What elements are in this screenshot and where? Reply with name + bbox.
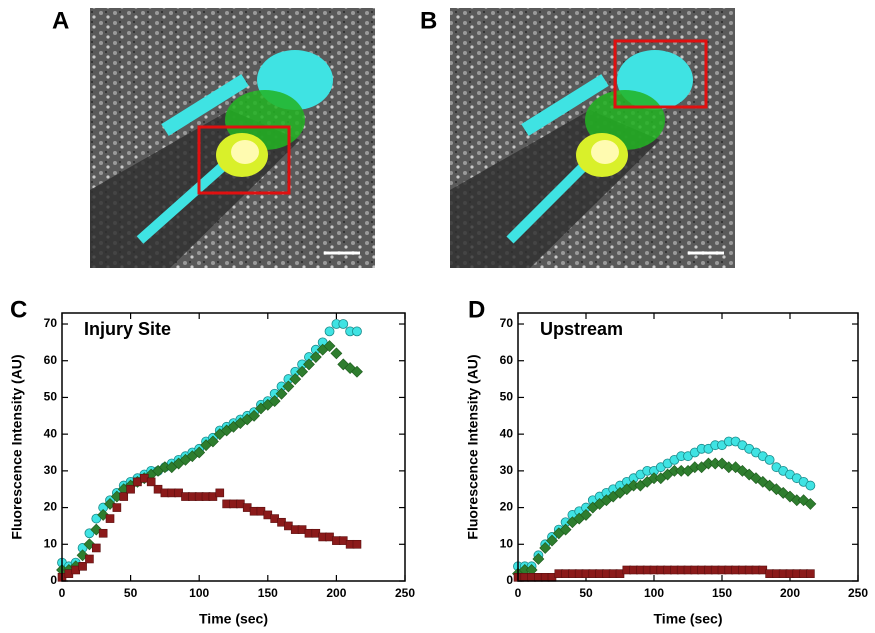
x-tick-label: 250 <box>848 586 868 600</box>
point <box>92 543 101 553</box>
annotation: Upstream <box>540 319 623 339</box>
point <box>215 488 225 498</box>
point <box>275 387 288 400</box>
panel-label: B <box>420 7 437 34</box>
point <box>112 503 122 512</box>
point <box>716 457 728 470</box>
point <box>580 508 592 521</box>
plot-frame <box>517 312 859 582</box>
y-tick-label: 0 <box>50 573 57 587</box>
image-b <box>450 8 735 268</box>
point <box>806 569 815 578</box>
point <box>351 365 363 378</box>
x-tick-label: 150 <box>712 586 732 600</box>
point <box>296 365 309 378</box>
point <box>352 539 362 549</box>
x-tick-label: 0 <box>515 586 522 600</box>
x-axis-label: Time (sec) <box>199 611 268 627</box>
point <box>756 475 769 488</box>
point <box>289 373 302 386</box>
point <box>324 326 335 337</box>
point <box>330 347 343 360</box>
point <box>84 528 95 539</box>
point <box>539 542 552 554</box>
point <box>85 554 94 564</box>
point <box>91 513 102 524</box>
y-tick-label: 60 <box>500 353 514 367</box>
point <box>546 534 558 547</box>
point <box>764 454 775 465</box>
point <box>797 494 810 507</box>
plot-frame <box>61 312 406 582</box>
image-a <box>90 8 375 268</box>
point <box>763 479 776 492</box>
point <box>352 326 362 337</box>
x-axis-label: Time (sec) <box>654 611 723 627</box>
x-tick-label: 200 <box>326 586 346 600</box>
y-tick-label: 50 <box>500 390 514 404</box>
point <box>126 484 135 494</box>
point <box>206 435 219 448</box>
x-tick-label: 250 <box>395 586 415 600</box>
y-tick-label: 40 <box>500 426 514 440</box>
x-tick-label: 0 <box>59 586 66 600</box>
x-tick-label: 150 <box>258 586 278 600</box>
annotation: Injury Site <box>84 319 171 339</box>
y-tick-label: 10 <box>500 536 514 550</box>
point <box>98 528 108 538</box>
point <box>303 358 315 371</box>
point <box>804 497 817 510</box>
point <box>105 514 115 523</box>
y-tick-label: 40 <box>44 426 58 440</box>
y-tick-label: 70 <box>500 316 514 330</box>
point <box>784 490 796 503</box>
y-axis-label: Fluorescence Intensity (AU) <box>9 354 25 539</box>
point <box>97 508 110 521</box>
y-tick-label: 70 <box>44 316 58 330</box>
point <box>559 523 572 536</box>
x-tick-label: 200 <box>780 586 800 600</box>
point <box>323 340 336 352</box>
point <box>146 477 156 487</box>
point <box>248 409 261 422</box>
point <box>268 395 281 408</box>
point <box>83 538 96 551</box>
y-tick-label: 10 <box>44 536 58 550</box>
y-tick-label: 30 <box>500 463 514 477</box>
y-tick-label: 60 <box>44 353 58 367</box>
point <box>90 523 103 536</box>
y-tick-label: 0 <box>506 573 513 587</box>
point <box>532 553 545 565</box>
y-tick-label: 30 <box>44 463 58 477</box>
panel-label: D <box>468 296 485 323</box>
y-tick-label: 50 <box>44 390 58 404</box>
point <box>338 319 349 329</box>
point <box>282 380 295 393</box>
point <box>729 461 742 474</box>
panel-label: C <box>10 296 27 323</box>
panel-label: A <box>52 7 69 34</box>
y-axis-label: Fluorescence Intensity (AU) <box>465 354 481 539</box>
x-tick-label: 100 <box>644 586 664 600</box>
y-tick-label: 20 <box>500 500 514 514</box>
point <box>119 492 129 501</box>
x-tick-label: 50 <box>124 586 138 600</box>
point <box>78 562 87 571</box>
x-tick-label: 50 <box>579 586 593 600</box>
x-tick-label: 100 <box>189 586 209 600</box>
y-tick-label: 20 <box>44 500 58 514</box>
point <box>805 480 816 491</box>
point <box>309 351 322 363</box>
point <box>193 446 206 459</box>
